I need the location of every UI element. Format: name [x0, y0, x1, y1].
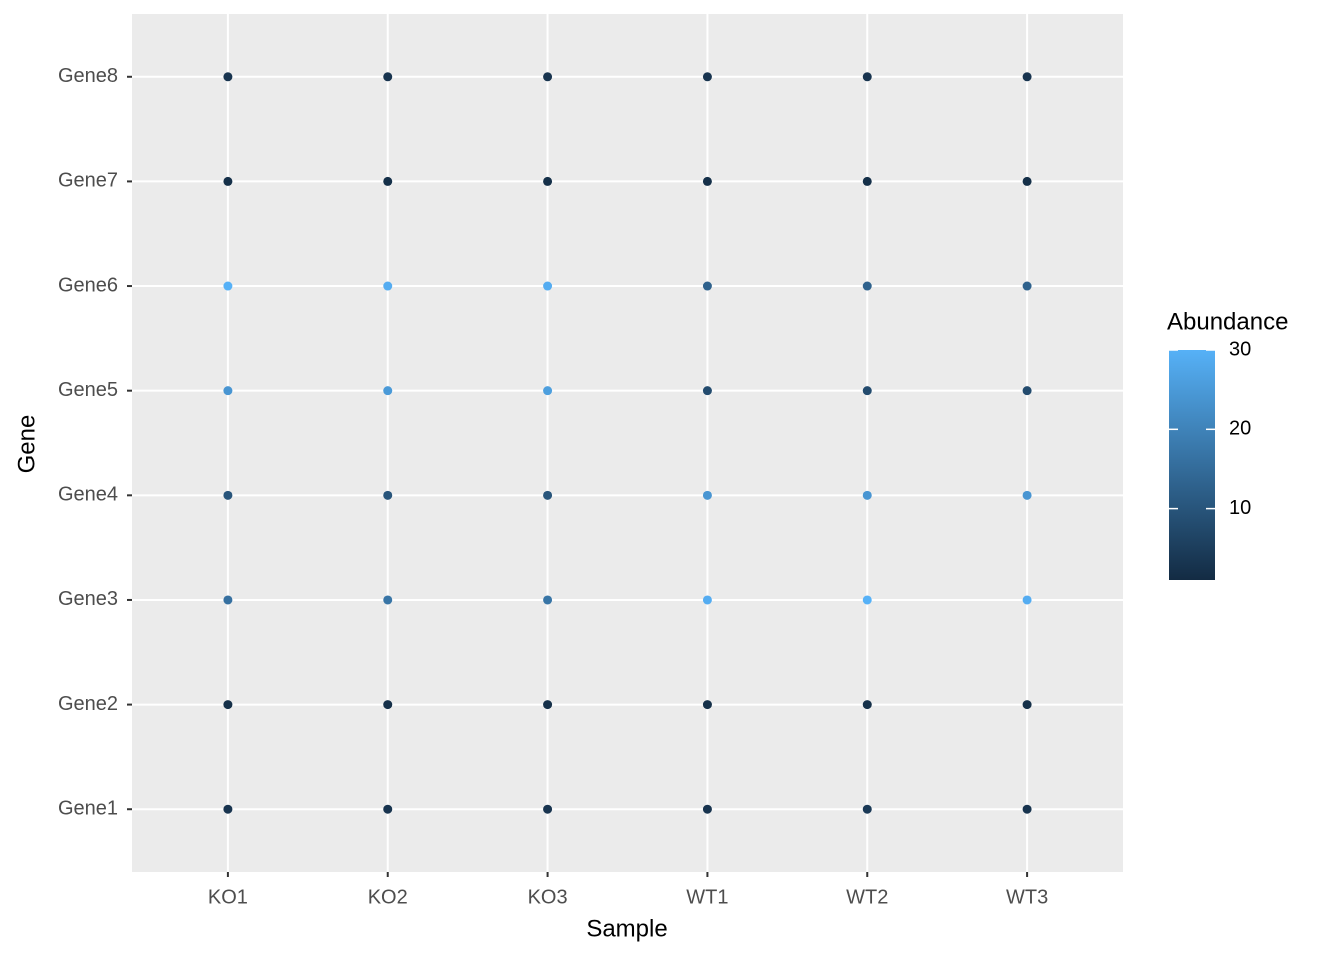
x-tick-label: KO1 [208, 886, 248, 908]
point [543, 595, 553, 605]
point [383, 804, 393, 814]
point [1022, 595, 1032, 605]
point [862, 700, 872, 710]
point [223, 490, 233, 500]
point [383, 72, 393, 82]
point [223, 595, 233, 605]
point [223, 386, 233, 396]
point [383, 700, 393, 710]
point [223, 281, 233, 291]
point [1022, 386, 1032, 396]
point [1022, 72, 1032, 82]
point [862, 176, 872, 186]
point [702, 804, 712, 814]
point [1022, 490, 1032, 500]
point [702, 281, 712, 291]
point [383, 176, 393, 186]
point [543, 804, 553, 814]
point [862, 281, 872, 291]
point [223, 72, 233, 82]
legend-title: Abundance [1167, 308, 1288, 335]
point [862, 72, 872, 82]
y-tick-label: Gene1 [58, 798, 118, 820]
point [1022, 176, 1032, 186]
y-tick-label: Gene3 [58, 588, 118, 610]
point [1022, 804, 1032, 814]
point [702, 72, 712, 82]
point [702, 700, 712, 710]
y-tick-label: Gene8 [58, 65, 118, 87]
legend-label: 20 [1229, 418, 1251, 440]
point [1022, 281, 1032, 291]
point [383, 386, 393, 396]
x-tick-label: KO3 [528, 886, 568, 908]
point [543, 281, 553, 291]
panel [132, 14, 1123, 872]
point [862, 386, 872, 396]
point [702, 490, 712, 500]
x-tick-label: WT2 [846, 886, 888, 908]
y-axis-title: Gene [13, 415, 40, 474]
y-tick-label: Gene4 [58, 484, 118, 506]
point [543, 700, 553, 710]
point [1022, 700, 1032, 710]
point [223, 804, 233, 814]
point [702, 176, 712, 186]
point [543, 176, 553, 186]
point [383, 281, 393, 291]
x-tick-label: KO2 [368, 886, 408, 908]
point [383, 490, 393, 500]
point [223, 176, 233, 186]
point [383, 595, 393, 605]
point [543, 490, 553, 500]
x-axis-title: Sample [586, 915, 667, 942]
x-tick-label: WT3 [1006, 886, 1048, 908]
point [862, 595, 872, 605]
legend-label: 30 [1229, 338, 1251, 360]
y-tick-label: Gene7 [58, 170, 118, 192]
x-tick-label: WT1 [686, 886, 728, 908]
y-tick-label: Gene5 [58, 379, 118, 401]
point [543, 386, 553, 396]
legend-label: 10 [1229, 497, 1251, 519]
y-tick-label: Gene6 [58, 274, 118, 296]
point [223, 700, 233, 710]
y-tick-label: Gene2 [58, 693, 118, 715]
point [543, 72, 553, 82]
colorbar [1169, 350, 1215, 580]
point [702, 595, 712, 605]
point [702, 386, 712, 396]
point [862, 804, 872, 814]
point [862, 490, 872, 500]
